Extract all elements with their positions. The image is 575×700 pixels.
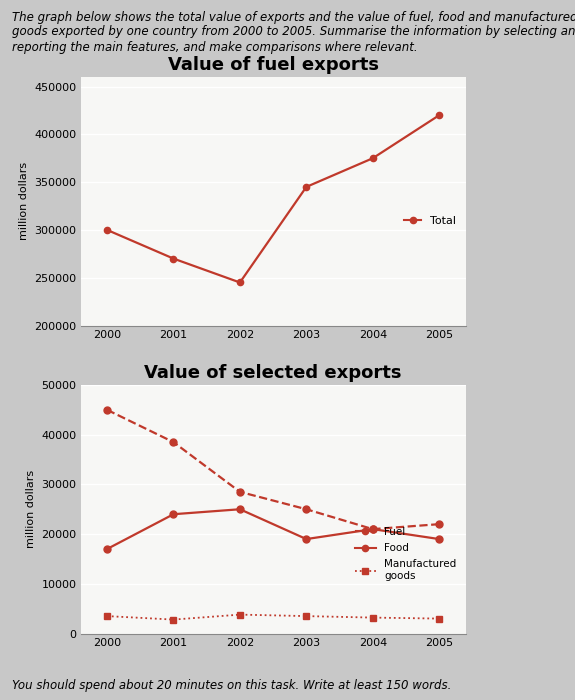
Manufactured
goods [170, 615, 177, 624]
Food [170, 510, 177, 519]
Fuel [170, 438, 177, 447]
Manufactured
goods [303, 612, 310, 620]
Manufactured
goods [104, 612, 110, 620]
Fuel [369, 525, 376, 533]
Manufactured
goods [369, 613, 376, 622]
Text: The graph below shows the total value of exports and the value of fuel, food and: The graph below shows the total value of… [12, 10, 575, 53]
Legend: Total: Total [400, 211, 460, 230]
Title: Value of selected exports: Value of selected exports [144, 364, 402, 382]
Legend: Fuel, Food, Manufactured
goods: Fuel, Food, Manufactured goods [351, 523, 461, 585]
Text: You should spend about 20 minutes on this task. Write at least 150 words.: You should spend about 20 minutes on thi… [12, 678, 451, 692]
Food [303, 535, 310, 543]
Fuel [236, 488, 243, 496]
Food [436, 535, 443, 543]
Line: Manufactured
goods: Manufactured goods [104, 612, 442, 622]
Fuel [436, 520, 443, 528]
Fuel [303, 505, 310, 514]
Line: Food: Food [104, 506, 443, 552]
Manufactured
goods [236, 610, 243, 619]
Title: Value of fuel exports: Value of fuel exports [168, 56, 378, 74]
Manufactured
goods [436, 615, 443, 623]
Food [369, 525, 376, 533]
Fuel [104, 406, 110, 414]
Y-axis label: million dollars: million dollars [18, 162, 29, 240]
Y-axis label: million dollars: million dollars [26, 470, 36, 548]
Food [104, 545, 110, 553]
Line: Fuel: Fuel [104, 407, 443, 533]
Food [236, 505, 243, 514]
